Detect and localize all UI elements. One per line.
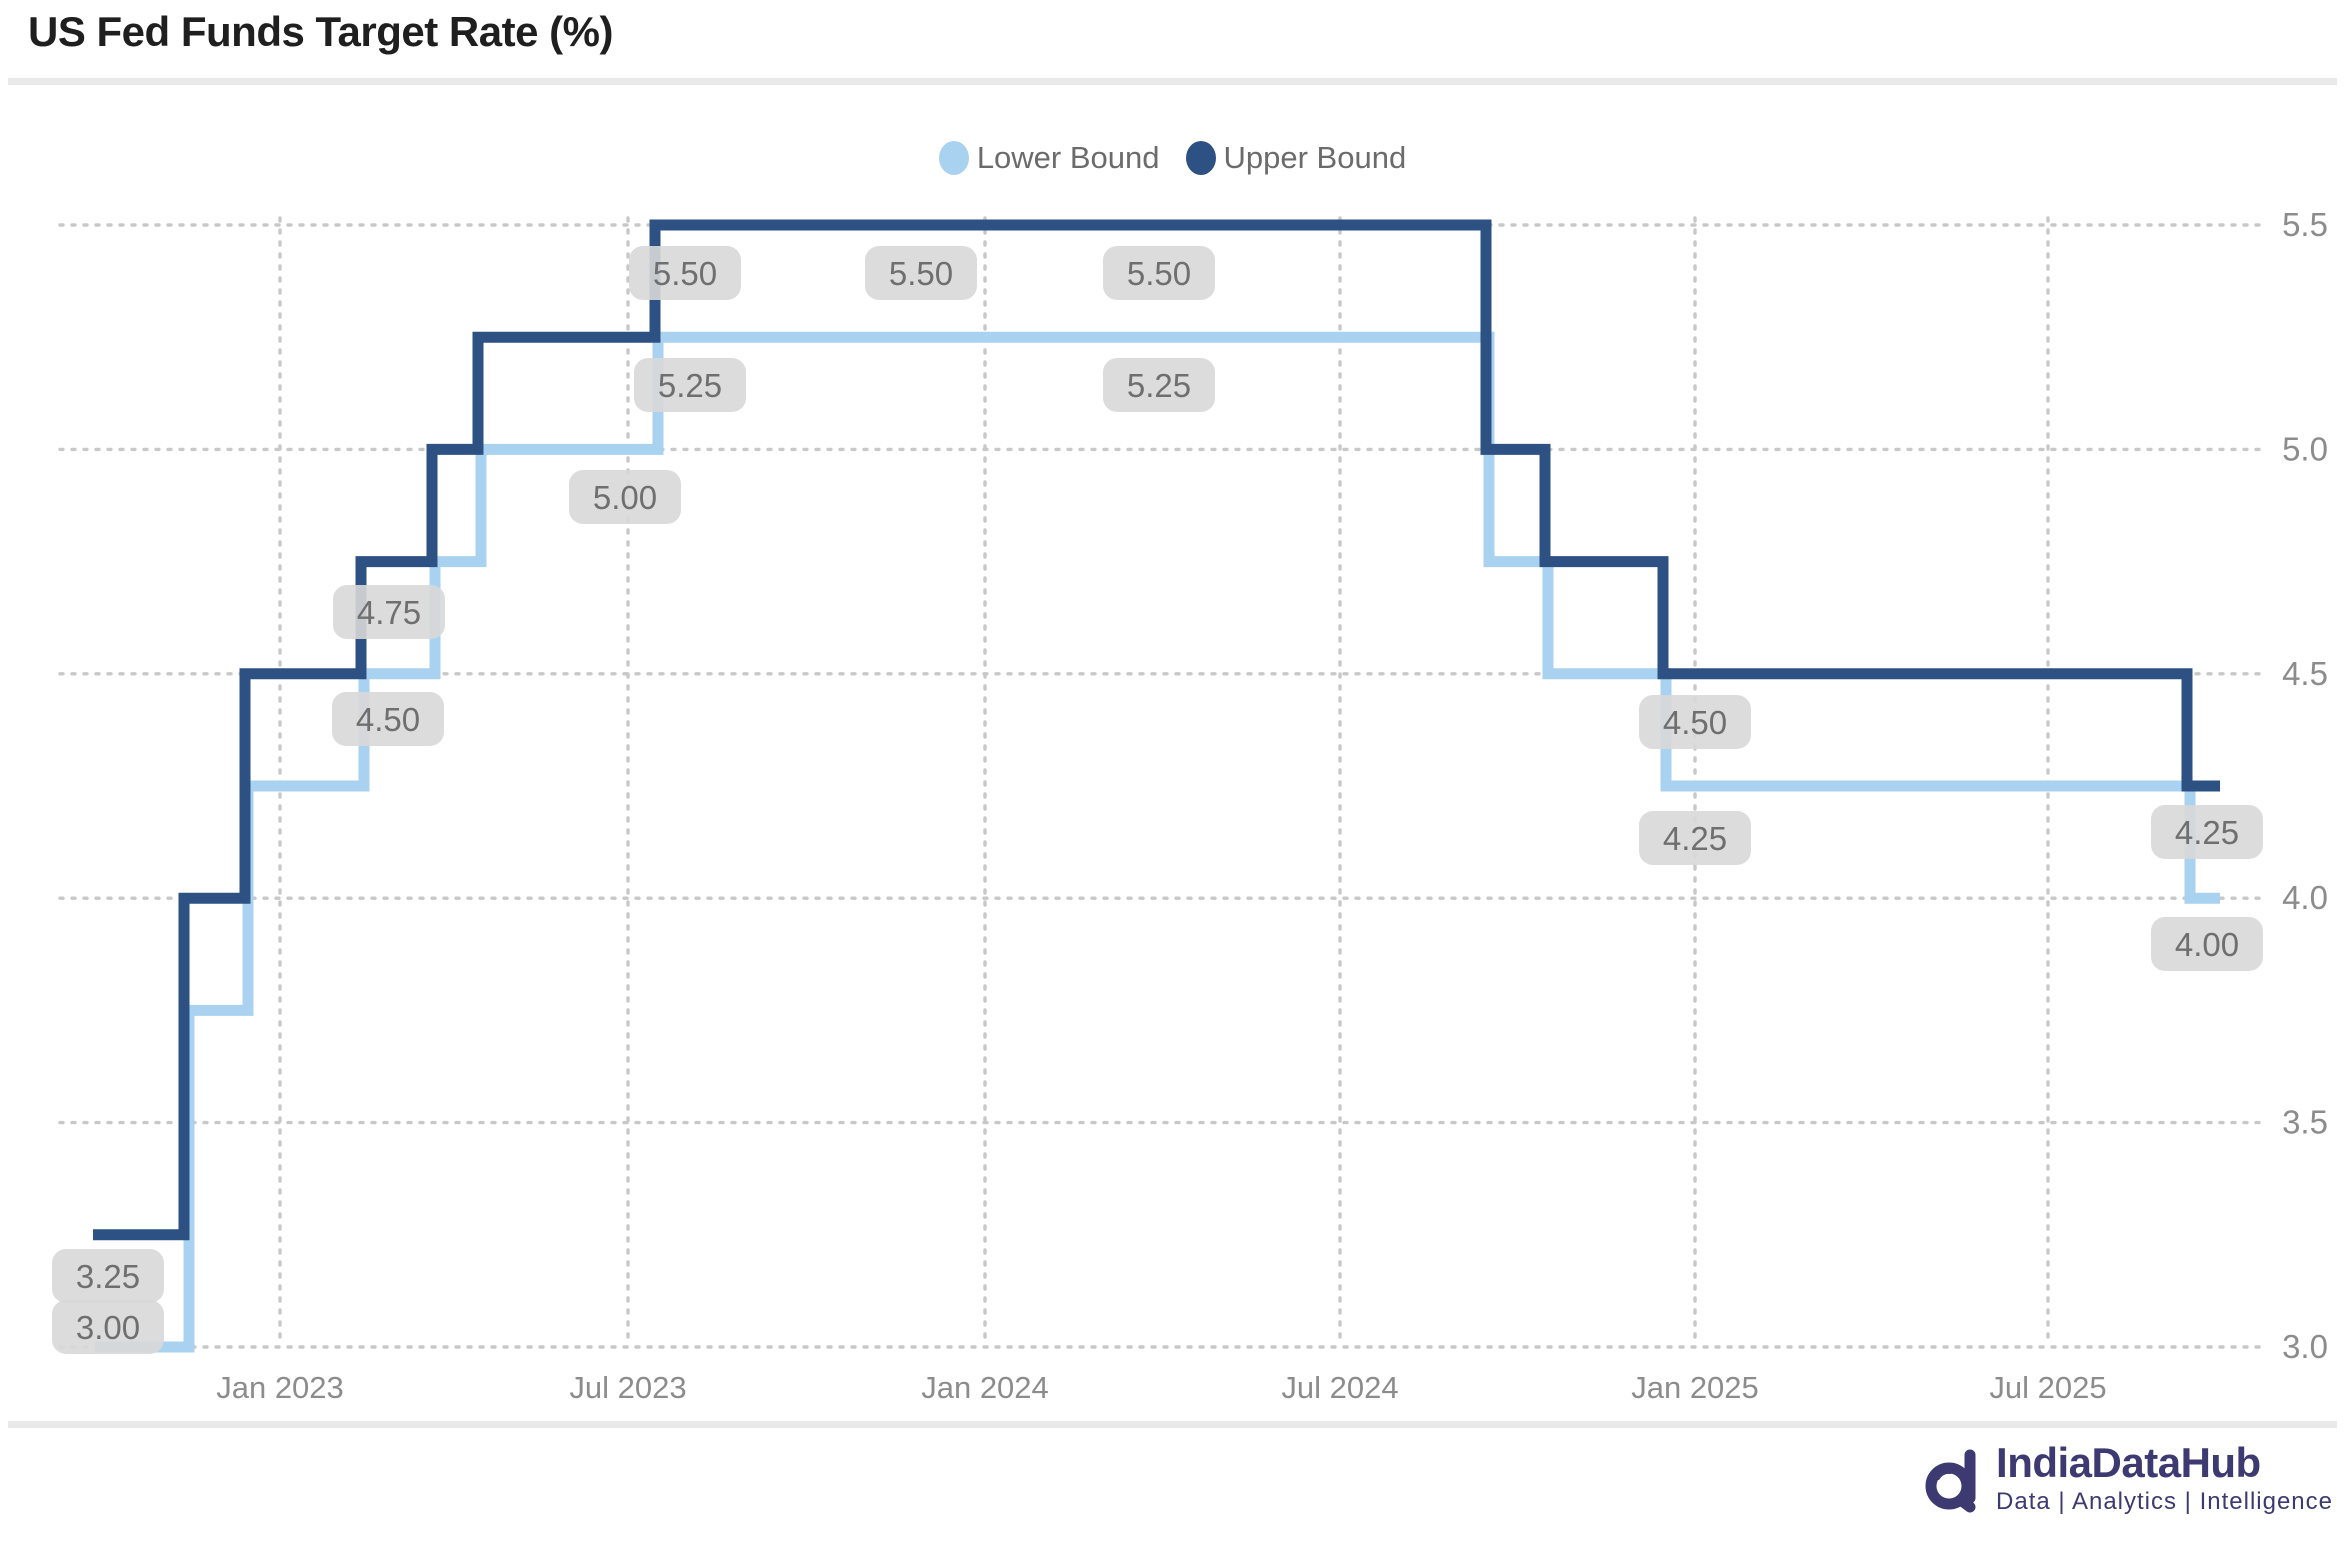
value-label: 4.50 bbox=[1663, 704, 1727, 741]
y-tick-label: 3.0 bbox=[2282, 1328, 2328, 1365]
value-label: 5.50 bbox=[653, 255, 717, 292]
x-tick-label: Jan 2024 bbox=[921, 1370, 1049, 1405]
legend-label-lower-bound: Lower Bound bbox=[976, 140, 1160, 175]
series-line-lower-bound bbox=[95, 331, 2220, 1353]
upper-bound-dot-icon bbox=[1185, 141, 1216, 175]
lower-bound-dot-icon bbox=[938, 141, 969, 175]
footer-divider bbox=[8, 1421, 2337, 1428]
legend-item-lower-bound[interactable]: Lower Bound bbox=[938, 140, 1160, 176]
value-label: 4.00 bbox=[2175, 926, 2239, 963]
x-tick-label: Jan 2025 bbox=[1631, 1370, 1759, 1405]
y-tick-label: 4.5 bbox=[2282, 655, 2328, 692]
value-label: 4.75 bbox=[357, 594, 421, 631]
indiadatahub-logo-icon bbox=[1925, 1449, 1976, 1513]
x-tick-label: Jan 2023 bbox=[216, 1370, 344, 1405]
axis-tick-labels: 5.5 5.0 4.5 4.0 3.5 3.0 Jan 2023 Jul 2023 Jan 20… bbox=[216, 206, 2328, 1405]
brand-name: IndiaDataHub bbox=[1996, 1439, 2261, 1486]
value-label: 3.25 bbox=[76, 1258, 140, 1295]
x-tick-label: Jul 2025 bbox=[1989, 1370, 2106, 1405]
y-tick-label: 3.5 bbox=[2282, 1104, 2328, 1141]
value-label: 5.50 bbox=[889, 255, 953, 292]
x-tick-label: Jul 2024 bbox=[1281, 1370, 1398, 1405]
brand-tagline: Data | Analytics | Intelligence bbox=[1996, 1488, 2333, 1516]
value-label: 5.25 bbox=[658, 367, 722, 404]
y-tick-label: 5.0 bbox=[2282, 430, 2328, 467]
title-divider bbox=[8, 78, 2337, 85]
value-labels: 5.50 5.50 5.50 5.25 5.25 5.00 4.75 4.50 4.50 4.25… bbox=[52, 246, 2263, 1354]
x-tick-label: Jul 2023 bbox=[569, 1370, 686, 1405]
legend-item-upper-bound[interactable]: Upper Bound bbox=[1185, 140, 1407, 176]
value-label: 4.25 bbox=[1663, 820, 1727, 857]
gridlines bbox=[58, 216, 2262, 1349]
value-label: 4.50 bbox=[356, 701, 420, 738]
brand-logo: IndiaDataHub Data | Analytics | Intellig… bbox=[1922, 1439, 2333, 1516]
value-label: 5.00 bbox=[593, 479, 657, 516]
chart-legend: Lower Bound Upper Bound bbox=[0, 140, 2345, 176]
value-label: 5.50 bbox=[1127, 255, 1191, 292]
series-line-upper-bound bbox=[93, 219, 2220, 1241]
legend-label-upper-bound: Upper Bound bbox=[1223, 140, 1407, 175]
y-tick-label: 4.0 bbox=[2282, 879, 2328, 916]
page-title: US Fed Funds Target Rate (%) bbox=[28, 8, 613, 55]
value-label: 5.25 bbox=[1127, 367, 1191, 404]
value-label: 4.25 bbox=[2175, 814, 2239, 851]
value-label: 3.00 bbox=[76, 1309, 140, 1346]
y-tick-label: 5.5 bbox=[2282, 206, 2328, 243]
